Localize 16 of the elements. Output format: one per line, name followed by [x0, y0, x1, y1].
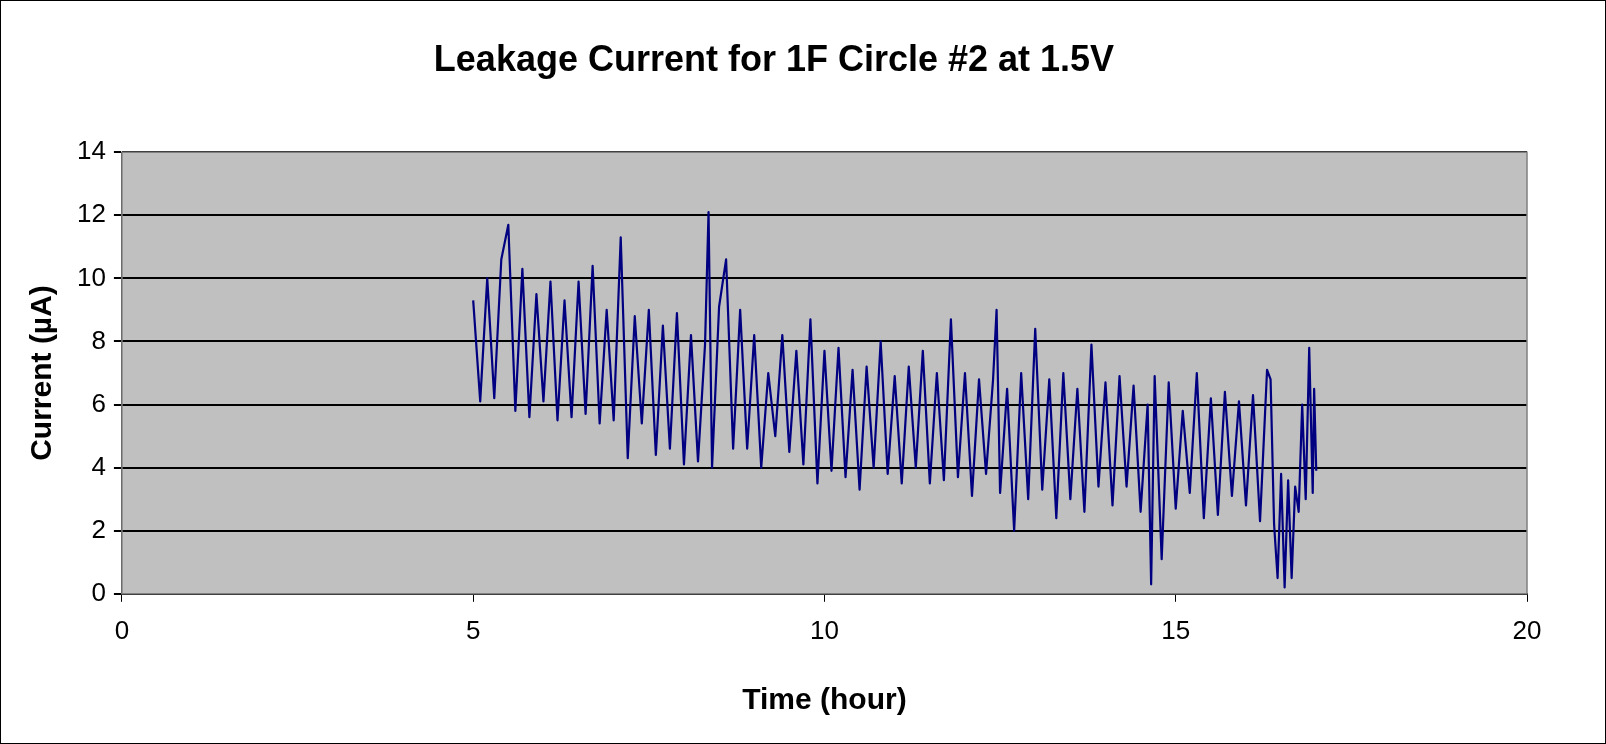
y-tick-label: 2 — [91, 513, 106, 544]
x-axis-title: Time (hour) — [742, 682, 907, 716]
y-tick-label: 4 — [91, 450, 106, 481]
x-tick-label: 15 — [1161, 614, 1191, 645]
y-axis-title: Current (µA) — [24, 285, 58, 461]
x-tick-label: 10 — [810, 614, 839, 645]
y-tick-label: 0 — [91, 576, 106, 607]
x-tick-label: 5 — [465, 614, 481, 645]
y-tick-label: 6 — [91, 387, 106, 418]
y-tick-label: 12 — [77, 198, 106, 229]
x-tick-label: 20 — [1512, 614, 1542, 645]
y-tick-label: 14 — [77, 135, 106, 166]
chart-title: Leakage Current for 1F Circle #2 at 1.5V — [433, 37, 1115, 79]
y-tick-label: 8 — [91, 324, 106, 355]
y-tick-label: 10 — [77, 261, 106, 292]
x-tick-label: 0 — [114, 614, 130, 645]
